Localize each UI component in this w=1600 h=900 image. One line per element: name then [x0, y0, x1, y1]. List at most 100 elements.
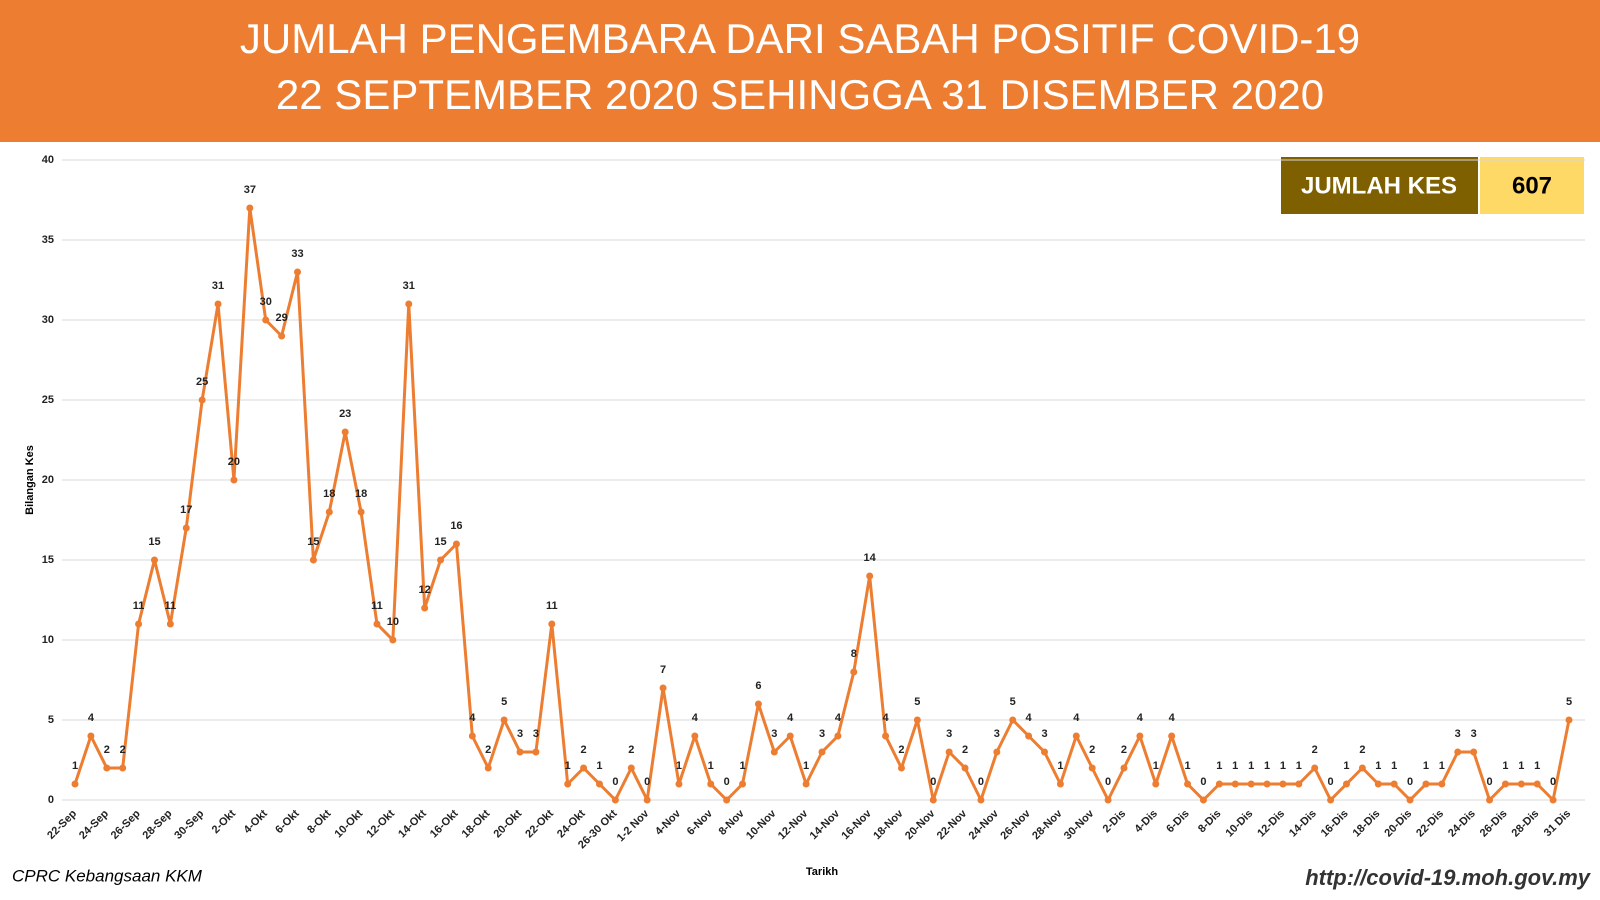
marker [691, 732, 699, 740]
total-label-box [1281, 157, 1478, 214]
data-label: 1 [1280, 760, 1286, 772]
marker [913, 716, 921, 724]
x-axis-label: Tarikh [806, 866, 838, 878]
marker [1247, 780, 1255, 788]
marker [103, 764, 111, 772]
marker [786, 732, 794, 740]
marker [1215, 780, 1223, 788]
marker [1231, 780, 1239, 788]
data-label: 2 [1359, 744, 1365, 756]
data-label: 4 [1137, 712, 1144, 724]
marker [866, 572, 874, 580]
x-tick-label: 18-Okt [460, 807, 493, 840]
data-label: 0 [1486, 776, 1492, 788]
marker [595, 780, 603, 788]
marker [135, 620, 143, 628]
marker [1390, 780, 1398, 788]
y-tick-label: 25 [42, 394, 54, 406]
marker [611, 796, 619, 804]
marker [897, 764, 905, 772]
marker [834, 732, 842, 740]
marker [230, 476, 238, 484]
x-tick-label: 10-Dis [1223, 808, 1255, 840]
x-tick-label: 14-Dis [1287, 808, 1319, 840]
data-label: 3 [994, 728, 1000, 740]
x-tick-label: 12-Dis [1255, 808, 1287, 840]
x-tick-label: 20-Okt [491, 807, 524, 840]
x-tick-label: 4-Okt [242, 807, 271, 836]
marker [1263, 780, 1271, 788]
data-label: 1 [676, 760, 682, 772]
data-label: 2 [1121, 744, 1127, 756]
total-value: 607 [1512, 172, 1552, 199]
marker [1199, 796, 1207, 804]
data-label: 5 [1566, 696, 1572, 708]
data-label: 1 [1423, 760, 1429, 772]
marker [1104, 796, 1112, 804]
x-tick-label: 4-Nov [653, 807, 684, 838]
marker [1152, 780, 1160, 788]
data-label: 15 [307, 536, 319, 548]
x-tick-label: 22-Sep [45, 807, 79, 841]
x-tick-label: 30-Sep [172, 807, 206, 841]
data-label: 2 [898, 744, 904, 756]
x-tick-label: 2-Okt [210, 807, 239, 836]
data-label: 4 [883, 712, 890, 724]
x-tick-label: 22-Nov [935, 807, 970, 842]
marker [150, 556, 158, 564]
data-label: 14 [864, 552, 877, 564]
data-label: 4 [1073, 712, 1080, 724]
marker [389, 636, 397, 644]
x-tick-label: 16-Okt [428, 807, 461, 840]
data-label: 1 [565, 760, 571, 772]
x-tick-label: 24-Dis [1446, 808, 1478, 840]
data-label: 31 [403, 280, 415, 292]
marker [1501, 780, 1509, 788]
marker [516, 748, 524, 756]
marker [1072, 732, 1080, 740]
marker [818, 748, 826, 756]
data-label: 18 [323, 488, 335, 500]
x-tick-label: 28-Sep [141, 807, 175, 841]
marker [802, 780, 810, 788]
marker [1327, 796, 1335, 804]
x-tick-label: 8-Nov [717, 807, 748, 838]
marker [1438, 780, 1446, 788]
y-tick-label: 20 [42, 474, 54, 486]
data-label: 1 [1375, 760, 1381, 772]
marker [278, 332, 286, 340]
marker [850, 668, 858, 676]
marker [707, 780, 715, 788]
x-tick-label: 12-Okt [364, 807, 397, 840]
marker [643, 796, 651, 804]
marker [71, 780, 79, 788]
data-label: 1 [1184, 760, 1190, 772]
data-label: 0 [1200, 776, 1206, 788]
data-label: 1 [803, 760, 809, 772]
data-label: 1 [708, 760, 714, 772]
x-tick-label: 18-Dis [1351, 808, 1383, 840]
marker [1549, 796, 1557, 804]
x-tick-label: 12-Nov [776, 807, 811, 842]
data-label: 31 [212, 280, 224, 292]
marker [1279, 780, 1287, 788]
data-label: 1 [1264, 760, 1270, 772]
marker [1406, 796, 1414, 804]
data-label: 0 [612, 776, 618, 788]
x-tick-label: 14-Okt [396, 807, 429, 840]
total-box [1480, 157, 1584, 214]
data-label: 6 [755, 680, 761, 692]
marker [1454, 748, 1462, 756]
y-tick-label: 15 [42, 554, 54, 566]
x-tick-label: 31 Dis [1542, 808, 1573, 839]
data-label: 2 [962, 744, 968, 756]
y-axis-label: Bilangan Kes [24, 445, 36, 515]
data-label: 1 [1248, 760, 1254, 772]
data-label: 5 [501, 696, 507, 708]
data-label: 1 [596, 760, 602, 772]
x-tick-label: 10-Nov [744, 807, 779, 842]
marker [182, 524, 190, 532]
data-label: 1 [1439, 760, 1445, 772]
